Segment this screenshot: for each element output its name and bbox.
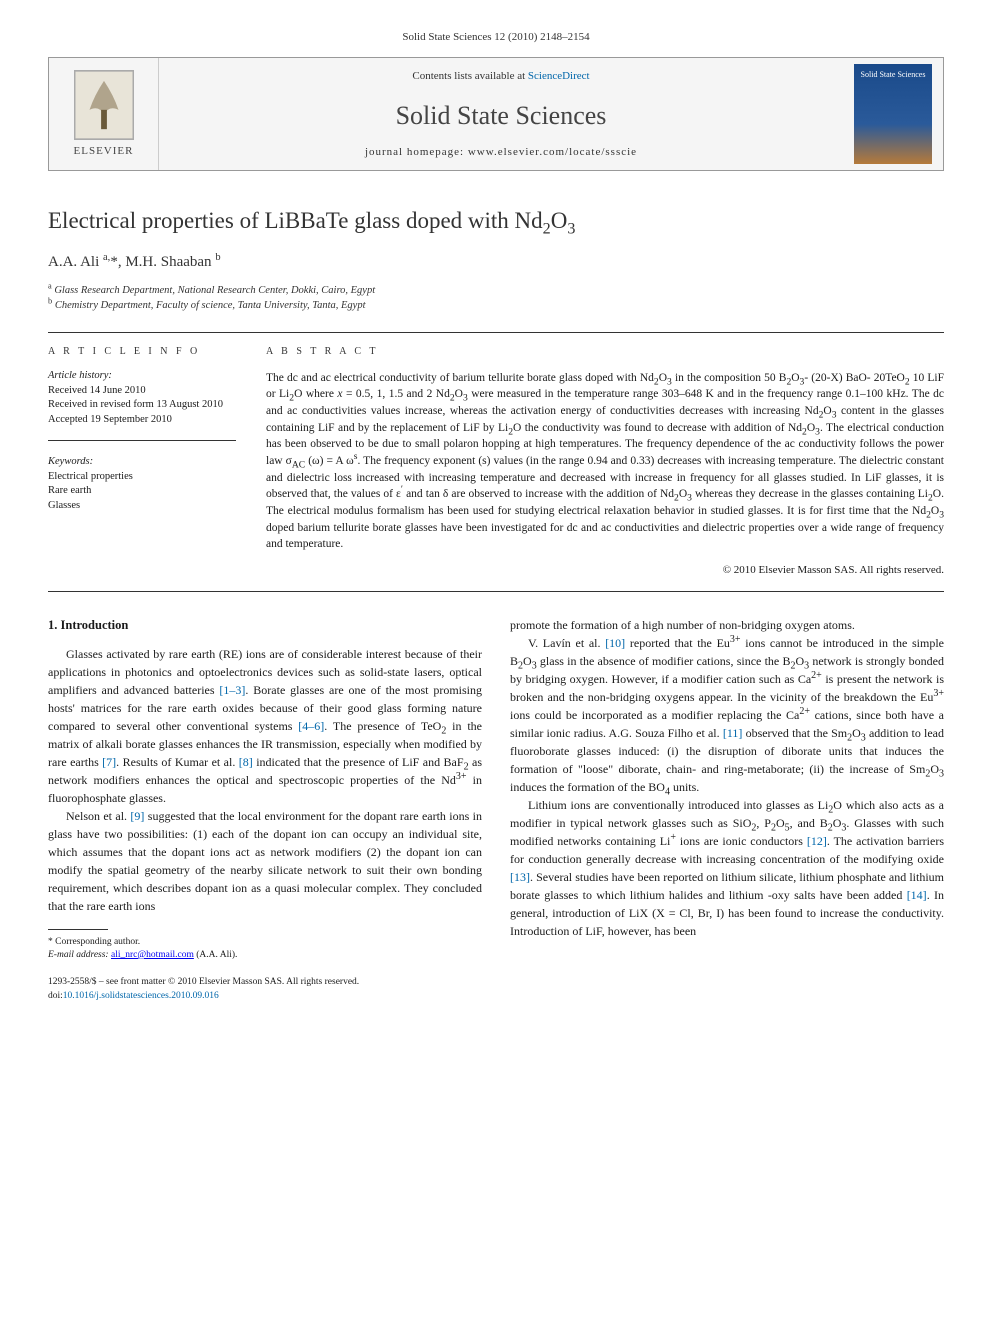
body-para: promote the formation of a high number o… xyxy=(510,616,944,634)
history-label: Article history: xyxy=(48,369,236,384)
affiliations: a Glass Research Department, National Re… xyxy=(48,283,944,315)
history-received: Received 14 June 2010 xyxy=(48,384,236,399)
header-citation: Solid State Sciences 12 (2010) 2148–2154 xyxy=(48,30,944,45)
front-matter-line: 1293-2558/$ – see front matter © 2010 El… xyxy=(48,976,482,989)
abstract-text: The dc and ac electrical conductivity of… xyxy=(266,370,944,553)
journal-title: Solid State Sciences xyxy=(396,98,607,134)
footer-block: 1293-2558/$ – see front matter © 2010 El… xyxy=(48,976,482,1003)
abstract-heading: A B S T R A C T xyxy=(266,345,944,360)
abstract-copyright: © 2010 Elsevier Masson SAS. All rights r… xyxy=(266,563,944,579)
article-info-heading: A R T I C L E I N F O xyxy=(48,345,236,359)
keyword-0: Electrical properties xyxy=(48,470,236,485)
article-title: Electrical properties of LiBBaTe glass d… xyxy=(48,205,944,237)
article-history: Article history: Received 14 June 2010 R… xyxy=(48,369,236,441)
keywords-label: Keywords: xyxy=(48,455,236,470)
abstract: A B S T R A C T The dc and ac electrical… xyxy=(248,333,944,591)
footnote-separator xyxy=(48,929,108,930)
elsevier-tree-icon xyxy=(74,70,134,140)
authors: A.A. Ali a,*, M.H. Shaaban b xyxy=(48,252,944,273)
email-note: E-mail address: ali_nrc@hotmail.com (A.A… xyxy=(48,949,482,962)
contents-line: Contents lists available at ScienceDirec… xyxy=(412,69,589,84)
sciencedirect-link[interactable]: ScienceDirect xyxy=(528,70,590,82)
journal-header-box: ELSEVIER Contents lists available at Sci… xyxy=(48,57,944,171)
homepage-url: www.elsevier.com/locate/ssscie xyxy=(468,146,637,158)
body-para: Nelson et al. [9] suggested that the loc… xyxy=(48,807,482,915)
cover-text: Solid State Sciences xyxy=(861,70,926,80)
keywords-block: Keywords: Electrical properties Rare ear… xyxy=(48,455,236,514)
email-label: E-mail address: xyxy=(48,950,111,960)
header-center: Contents lists available at ScienceDirec… xyxy=(159,58,843,170)
homepage-prefix: journal homepage: xyxy=(365,146,468,158)
journal-cover-block: Solid State Sciences xyxy=(843,58,943,170)
contents-prefix: Contents lists available at xyxy=(412,70,527,82)
publisher-logo-block: ELSEVIER xyxy=(49,58,159,170)
doi-link[interactable]: 10.1016/j.solidstatesciences.2010.09.016 xyxy=(63,991,219,1001)
affiliation-a: a Glass Research Department, National Re… xyxy=(48,283,944,299)
body-para: Lithium ions are conventionally introduc… xyxy=(510,796,944,940)
body-columns: 1. Introduction Glasses activated by rar… xyxy=(48,616,944,1003)
history-revised: Received in revised form 13 August 2010 xyxy=(48,398,236,413)
right-column: promote the formation of a high number o… xyxy=(510,616,944,1003)
email-suffix: (A.A. Ali). xyxy=(194,950,238,960)
journal-cover-icon: Solid State Sciences xyxy=(854,64,932,164)
publisher-label: ELSEVIER xyxy=(74,144,134,159)
body-para: Glasses activated by rare earth (RE) ion… xyxy=(48,645,482,807)
section-heading: 1. Introduction xyxy=(48,616,482,635)
homepage-line: journal homepage: www.elsevier.com/locat… xyxy=(365,145,637,160)
email-link[interactable]: ali_nrc@hotmail.com xyxy=(111,950,194,960)
info-abstract-block: A R T I C L E I N F O Article history: R… xyxy=(48,332,944,592)
left-column: 1. Introduction Glasses activated by rar… xyxy=(48,616,482,1003)
doi-label: doi: xyxy=(48,991,63,1001)
keyword-2: Glasses xyxy=(48,499,236,514)
corresponding-author-note: * Corresponding author. xyxy=(48,936,482,949)
affiliation-b: b Chemistry Department, Faculty of scien… xyxy=(48,298,944,314)
keyword-1: Rare earth xyxy=(48,484,236,499)
doi-line: doi:10.1016/j.solidstatesciences.2010.09… xyxy=(48,990,482,1003)
body-para: V. Lavín et al. [10] reported that the E… xyxy=(510,634,944,796)
history-accepted: Accepted 19 September 2010 xyxy=(48,413,236,428)
article-info: A R T I C L E I N F O Article history: R… xyxy=(48,333,248,591)
